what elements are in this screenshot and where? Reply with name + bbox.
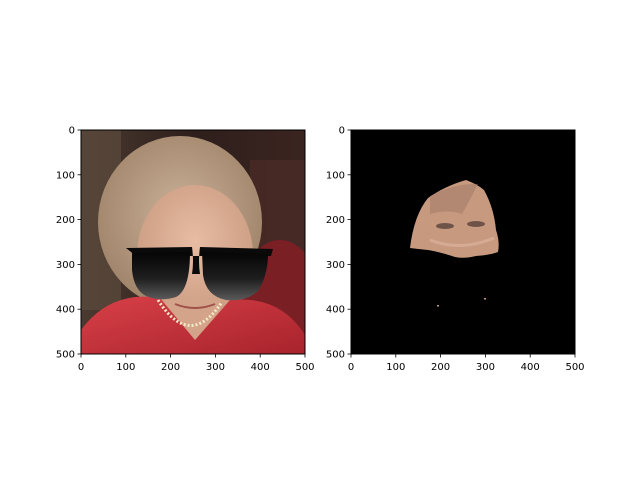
mask-ytick-label: 300	[326, 260, 345, 271]
mask-xtick-label: 400	[521, 362, 540, 373]
photo-ytick-label: 400	[56, 305, 75, 316]
mask-xtick-label: 300	[476, 362, 495, 373]
mask-xtick-label: 0	[348, 362, 354, 373]
photo-xtick-label: 500	[295, 362, 314, 373]
mask-xtick-label: 500	[565, 362, 584, 373]
photo-ytick-label: 500	[56, 350, 75, 361]
mask-image	[351, 130, 575, 354]
photo-xtick-label: 100	[116, 362, 135, 373]
photo-frame	[80, 129, 306, 355]
sunglasses-overlay	[126, 247, 273, 301]
photo-ytick-label: 100	[56, 170, 75, 181]
photo-ytick-label: 0	[69, 126, 75, 137]
photo-xtick-label: 300	[206, 362, 225, 373]
photo-image	[81, 130, 305, 354]
mask-ytick-label: 400	[326, 305, 345, 316]
photo-xtick-label: 400	[251, 362, 270, 373]
mask-xtick-label: 100	[386, 362, 405, 373]
photo-ytick-label: 200	[56, 215, 75, 226]
mask-frame	[350, 129, 576, 355]
photo-xtick-label: 200	[161, 362, 180, 373]
photo-xtick-label: 0	[78, 362, 84, 373]
mask-ytick-label: 500	[326, 350, 345, 361]
mask-ytick-label: 200	[326, 215, 345, 226]
mask-ytick-label: 100	[326, 170, 345, 181]
mask-xtick-label: 200	[431, 362, 450, 373]
mask-ytick-label: 0	[339, 126, 345, 137]
photo-ytick-label: 300	[56, 260, 75, 271]
